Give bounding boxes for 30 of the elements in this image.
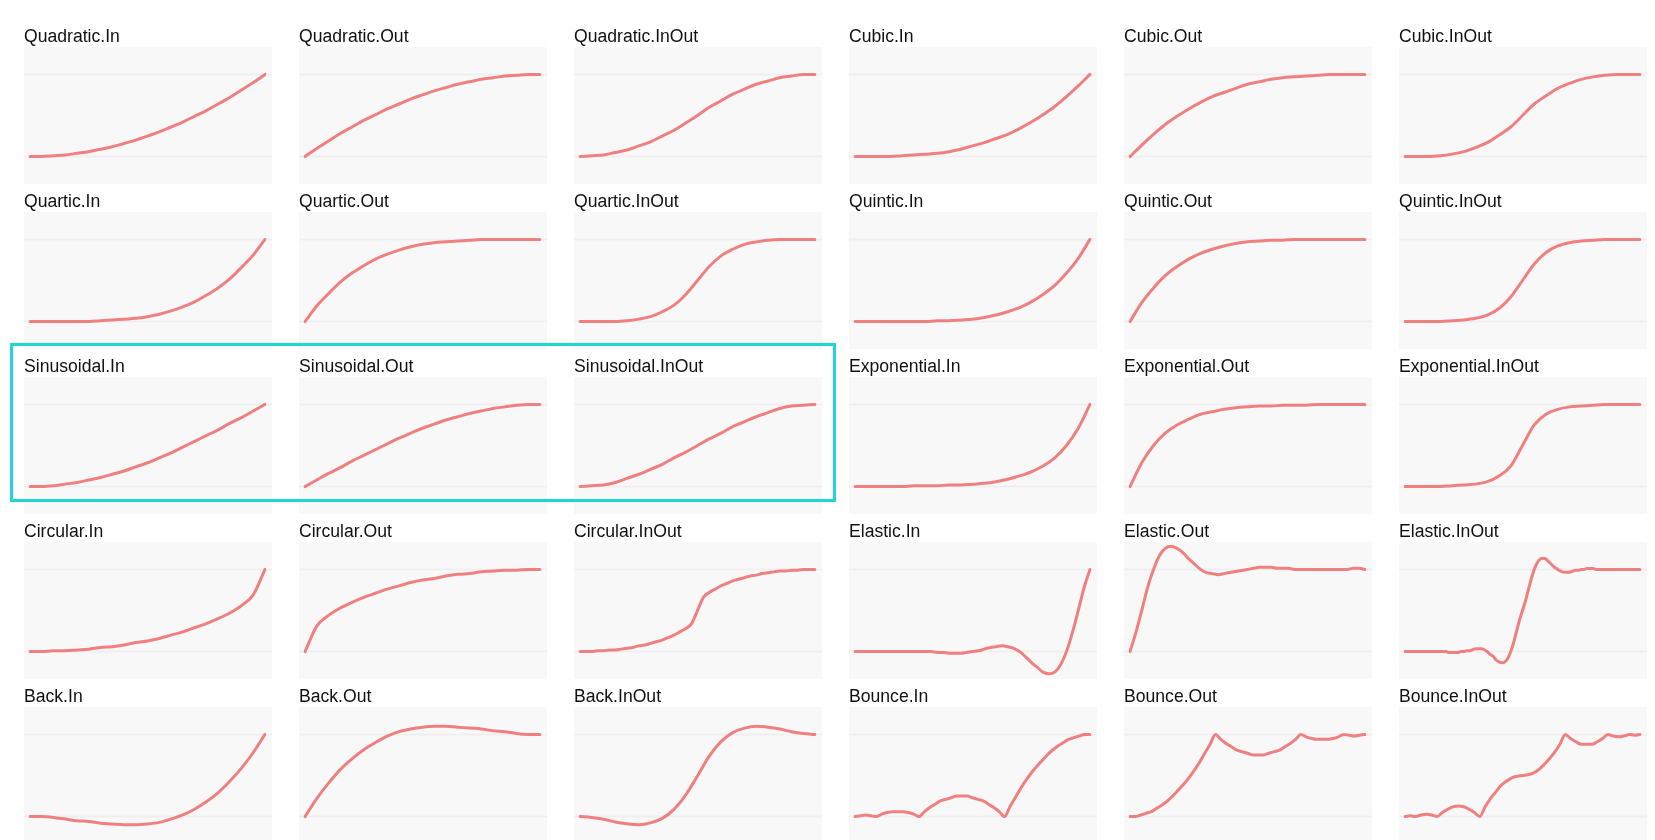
chart-title: Circular.InOut [574,521,683,542]
chart-title: Sinusoidal.In [24,356,126,377]
chart-title: Bounce.Out [1124,686,1218,707]
chart-title: Sinusoidal.InOut [574,356,705,377]
chart-title: Quintic.Out [1124,191,1213,212]
chart-title: Quadratic.InOut [574,26,700,47]
chart-title: Circular.Out [299,521,393,542]
chart-title: Back.In [24,686,84,707]
chart-title: Cubic.Out [1124,26,1204,47]
chart-title: Exponential.In [849,356,962,377]
chart-title: Cubic.InOut [1399,26,1493,47]
chart-title: Back.InOut [574,686,663,707]
chart-title: Elastic.Out [1124,521,1211,542]
chart-title: Elastic.InOut [1399,521,1500,542]
chart-title: Sinusoidal.Out [299,356,415,377]
chart-title: Quadratic.Out [299,26,410,47]
chart-title: Elastic.In [849,521,922,542]
chart-title: Cubic.In [849,26,915,47]
chart-title: Quartic.In [24,191,102,212]
chart-title: Quintic.In [849,191,925,212]
chart-title: Quartic.InOut [574,191,680,212]
chart-title: Quartic.Out [299,191,390,212]
chart-title: Exponential.Out [1124,356,1251,377]
chart-title: Quadratic.In [24,26,121,47]
chart-title: Circular.In [24,521,105,542]
chart-title: Quintic.InOut [1399,191,1503,212]
chart-title: Bounce.InOut [1399,686,1508,707]
chart-title: Exponential.InOut [1399,356,1540,377]
chart-title: Back.Out [299,686,373,707]
chart-title: Bounce.In [849,686,930,707]
